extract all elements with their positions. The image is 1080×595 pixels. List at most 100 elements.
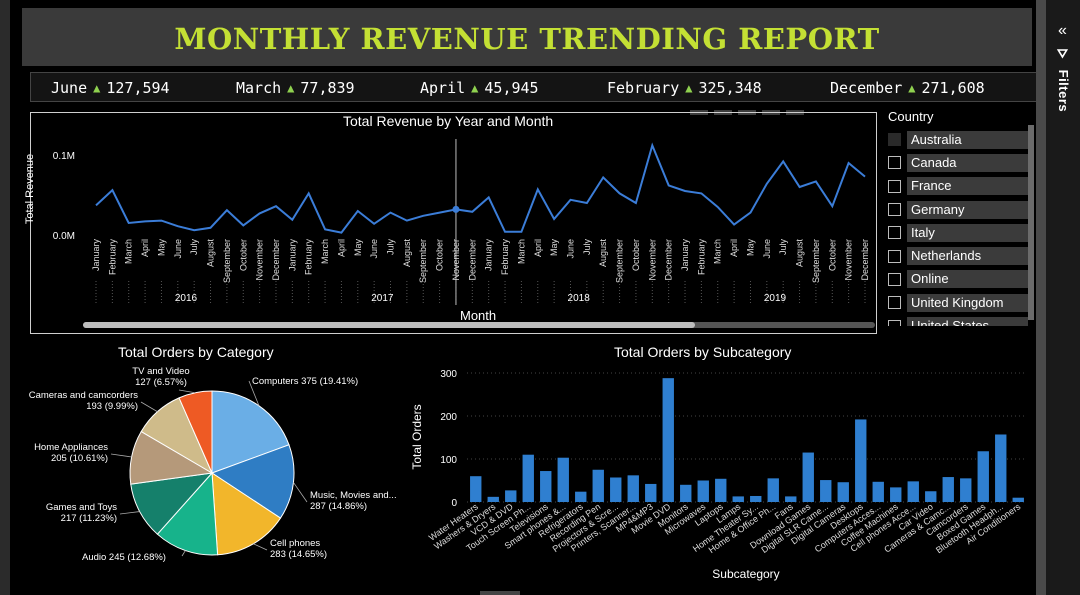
up-arrow-icon: ▲ [93,81,101,95]
bar [872,481,884,502]
slicer-item-australia[interactable]: Australia [888,128,1028,151]
bar [540,471,552,502]
bar [802,452,814,502]
visual-header-icons [690,102,850,115]
bar [785,496,797,502]
line-x-tick-label: November [647,239,657,281]
report-canvas: MONTHLY REVENUE TRENDING REPORT June ▲ 1… [10,0,1042,595]
line-x-tick-label: April [533,239,543,257]
line-x-tick-label: January [484,239,494,272]
up-arrow-icon: ▲ [685,81,693,95]
slicer-item-netherlands[interactable]: Netherlands [888,244,1028,267]
bar [907,481,919,502]
line-x-tick-label: July [582,239,592,256]
line-x-tick-label: February [107,239,117,276]
bar [890,487,902,502]
checkbox[interactable] [888,226,901,240]
slicer-list: Australia Canada France Germany Italy Ne… [888,128,1028,326]
line-x-tick-label: October [631,239,641,271]
up-arrow-icon: ▲ [908,81,916,95]
title-bar: MONTHLY REVENUE TRENDING REPORT [22,8,1032,66]
pie-data-label: Cameras and camcorders [29,390,139,401]
bar [732,496,744,502]
bar [837,482,849,502]
kpi-value: 45,945 [484,79,539,97]
pie-data-label: Computers 375 (19.41%) [252,376,358,387]
line-x-tick-label: June [369,239,379,259]
checkbox[interactable] [888,156,901,170]
bar [977,451,989,502]
slicer-item-united-states[interactable]: United States [888,314,1028,326]
filters-pane[interactable]: « ⛛ Filters [1036,0,1080,595]
slicer-item-germany[interactable]: Germany [888,198,1028,221]
line-year-label: 2018 [568,293,591,304]
bar [767,478,779,502]
bar [942,477,954,502]
checkbox[interactable] [888,133,901,147]
line-x-tick-label: April [729,239,739,257]
pie-leader-line [178,389,196,394]
checkbox[interactable] [888,296,901,310]
slicer-item-canada[interactable]: Canada [888,151,1028,174]
pie-slice [211,390,290,474]
up-arrow-icon: ▲ [471,81,479,95]
slicer-scrollbar[interactable] [1028,125,1034,320]
line-x-tick-label: March [320,239,330,264]
slicer-item-united-kingdom[interactable]: United Kingdom [888,291,1028,314]
bar [522,454,534,502]
line-x-tick-label: December [664,239,674,281]
bar [575,491,587,502]
slicer-item-italy[interactable]: Italy [888,221,1028,244]
pie-data-label: Cell phones [270,538,320,549]
line-x-tick-label: February [304,239,314,276]
horizontal-scrollbar-thumb[interactable] [83,322,695,328]
pie-chart[interactable]: Computers 375 (19.41%) Music, Movies and.… [10,362,410,577]
line-x-tick-label: July [386,239,396,256]
pie-leader-line [248,380,260,406]
bar [995,434,1007,502]
slicer-item-france[interactable]: France [888,175,1028,198]
bar [750,495,762,502]
bar-y-tick-label: 200 [440,412,457,423]
line-y-tick-label: 0.1M [53,151,75,162]
line-x-tick-label: April [140,239,150,257]
filters-text: Filters [1056,69,1071,113]
checkbox[interactable] [888,319,901,326]
pie-leader-line [253,543,268,551]
checkbox[interactable] [888,203,901,217]
slicer-item-online[interactable]: Online [888,268,1028,291]
kpi-card: March ▲ 77,839 [236,79,355,97]
chevron-double-left-icon[interactable]: « [1058,22,1067,39]
pie-data-label: 287 (14.86%) [310,501,367,512]
checkbox[interactable] [888,249,901,263]
line-x-tick-label: February [500,239,510,276]
bar-chart-title: Total Orders by Subcategory [614,344,792,360]
line-x-tick-label: March [124,239,134,264]
kpi-value: 77,839 [300,79,355,97]
checkbox[interactable] [888,272,901,286]
line-chart-title: Total Revenue by Year and Month [343,113,554,129]
pie-data-label: Games and Toys [46,502,117,513]
line-x-tick-label: August [402,239,412,268]
bar [470,476,482,502]
pie-data-label: 193 (9.99%) [86,401,138,412]
line-x-tick-label: February [696,239,706,276]
line-chart[interactable]: 0.0M 0.1M January February March April May June… [31,113,876,333]
bar-y-tick-label: 100 [440,455,457,466]
line-x-tick-label: June [762,239,772,259]
line-x-tick-label: October [238,239,248,271]
line-x-tick-label: January [680,239,690,272]
line-x-tick-label: November [451,239,461,281]
line-x-tick-label: March [713,239,723,264]
bar-x-axis-title: Subcategory [712,567,779,581]
kpi-card: December ▲ 271,608 [830,79,985,97]
bar [662,378,674,502]
up-arrow-icon: ▲ [287,81,295,95]
line-x-tick-label: May [549,239,559,257]
checkbox[interactable] [888,179,901,193]
filters-label[interactable]: ⛛ Filters [1056,48,1071,112]
line-x-tick-label: November [255,239,265,281]
pie-data-label: 127 (6.57%) [135,377,187,388]
kpi-card: June ▲ 127,594 [51,79,170,97]
